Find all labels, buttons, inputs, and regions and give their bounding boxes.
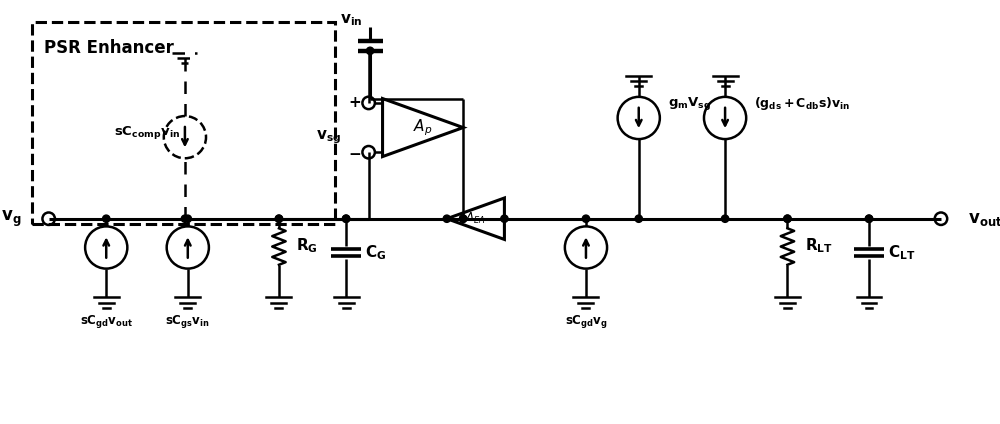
Circle shape xyxy=(103,215,110,222)
Circle shape xyxy=(460,215,467,222)
Circle shape xyxy=(784,215,791,222)
Circle shape xyxy=(460,215,467,222)
Text: $\mathbf{v_{sg}}$: $\mathbf{v_{sg}}$ xyxy=(316,128,341,146)
Text: $\mathbf{sC_{gd}v_g}$: $\mathbf{sC_{gd}v_g}$ xyxy=(565,313,607,330)
Text: $\mathbf{g_m V_{sg}}$: $\mathbf{g_m V_{sg}}$ xyxy=(668,95,711,112)
Text: PSR Enhancer: PSR Enhancer xyxy=(44,39,174,57)
Circle shape xyxy=(721,215,729,222)
Text: $\mathbf{(g_{ds}+C_{db}s)v_{in}}$: $\mathbf{(g_{ds}+C_{db}s)v_{in}}$ xyxy=(754,95,850,112)
Text: $\mathbf{v_g}$: $\mathbf{v_g}$ xyxy=(1,209,22,229)
Text: $\mathbf{v_{out}}$: $\mathbf{v_{out}}$ xyxy=(968,210,1000,228)
Circle shape xyxy=(443,215,450,222)
Text: $\mathbf{R_G}$: $\mathbf{R_G}$ xyxy=(296,236,318,255)
Circle shape xyxy=(501,215,508,222)
Circle shape xyxy=(582,215,590,222)
Text: $\mathbf{sC_{gd}v_{out}}$: $\mathbf{sC_{gd}v_{out}}$ xyxy=(80,313,133,330)
Circle shape xyxy=(865,215,873,222)
Circle shape xyxy=(366,47,374,54)
Text: $\mathbf{C_G}$: $\mathbf{C_G}$ xyxy=(365,243,387,262)
Bar xyxy=(32,22,335,223)
Circle shape xyxy=(275,215,283,222)
Text: $A_p$: $A_p$ xyxy=(413,117,433,138)
Text: $\mathbf{sC_{comp}v_{in}}$: $\mathbf{sC_{comp}v_{in}}$ xyxy=(114,124,180,141)
Circle shape xyxy=(184,215,191,222)
Circle shape xyxy=(865,215,873,222)
Text: $\mathbf{+}$: $\mathbf{+}$ xyxy=(348,95,361,110)
Circle shape xyxy=(181,215,189,222)
Text: $\mathbf{C_{LT}}$: $\mathbf{C_{LT}}$ xyxy=(888,243,916,262)
Circle shape xyxy=(635,215,642,222)
Text: $\mathbf{R_{LT}}$: $\mathbf{R_{LT}}$ xyxy=(805,236,833,255)
Text: $\mathbf{-}$: $\mathbf{-}$ xyxy=(348,145,361,160)
Text: $\mathbf{sC_{gs}v_{in}}$: $\mathbf{sC_{gs}v_{in}}$ xyxy=(165,313,210,330)
Text: $\mathbf{v_{in}}$: $\mathbf{v_{in}}$ xyxy=(340,12,362,28)
Circle shape xyxy=(275,215,283,222)
Text: $A_{EA}$: $A_{EA}$ xyxy=(465,211,486,226)
Circle shape xyxy=(342,215,350,222)
Circle shape xyxy=(342,215,350,222)
Circle shape xyxy=(784,215,791,222)
